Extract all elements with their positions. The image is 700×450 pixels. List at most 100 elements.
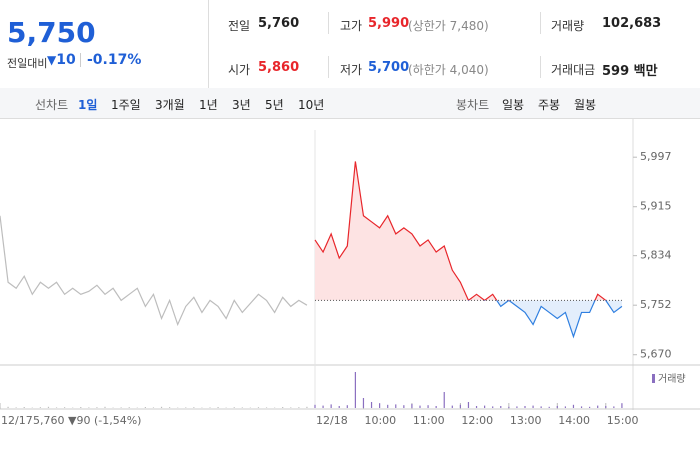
- volume-bar: [548, 406, 550, 408]
- x-tick-label: 12/18: [316, 414, 348, 427]
- volume-bar: [403, 405, 405, 408]
- divider: [540, 12, 541, 34]
- volume-bar: [362, 398, 365, 408]
- stat-label: 고가: [340, 19, 363, 33]
- volume-bar: [338, 406, 340, 408]
- volume-bar: [314, 404, 316, 408]
- stat-label: 시가: [228, 63, 251, 77]
- volume-bar: [209, 407, 211, 408]
- volume-bar: [379, 403, 381, 408]
- volume-bar: [265, 407, 268, 408]
- volume-bar: [556, 406, 558, 408]
- volume-bar: [88, 407, 90, 408]
- x-tick-label: 12:00: [461, 414, 493, 427]
- y-tick-label: 5,752: [640, 298, 672, 311]
- tab-bar: [0, 88, 700, 119]
- stat-value: 102,683: [602, 16, 662, 31]
- stat-note: (하한가 4,040): [408, 63, 489, 77]
- volume-bar: [169, 407, 171, 408]
- volume-bar: [387, 404, 389, 408]
- tab[interactable]: 1년: [199, 98, 218, 112]
- volume-bar: [613, 406, 615, 408]
- y-tick-label: 5,915: [640, 200, 672, 213]
- volume-bar: [451, 405, 453, 408]
- tab[interactable]: 10년: [298, 98, 325, 112]
- price-line-prev: [0, 215, 308, 327]
- stat-label: 저가: [340, 63, 363, 77]
- x-tick-label: 11:00: [413, 414, 445, 427]
- price-line-up: [314, 161, 607, 301]
- tab[interactable]: 월봉: [574, 98, 597, 112]
- volume-bar: [322, 405, 324, 408]
- volume-legend: 거래량: [658, 373, 686, 385]
- area-up: [315, 161, 606, 301]
- volume-bar: [564, 406, 566, 408]
- volume-bar: [185, 407, 187, 408]
- volume-bar: [605, 406, 607, 408]
- volume-bar: [435, 406, 437, 408]
- divider: [208, 0, 209, 88]
- volume-bar: [589, 406, 591, 408]
- volume-bar: [160, 406, 163, 408]
- volume-bar: [217, 407, 219, 408]
- price: 5,750: [7, 16, 96, 49]
- volume-bar: [330, 404, 332, 408]
- volume-bar: [104, 406, 106, 408]
- tab[interactable]: 1주일: [111, 98, 141, 112]
- volume-bar: [484, 405, 486, 408]
- volume-bar: [152, 407, 155, 408]
- volume-bar: [597, 405, 599, 408]
- volume-bar: [500, 406, 502, 408]
- volume-bar: [144, 407, 146, 408]
- volume-bar: [64, 407, 66, 408]
- tab[interactable]: 일봉: [502, 98, 525, 112]
- volume-bar: [580, 406, 583, 408]
- volume-bar: [96, 407, 98, 408]
- tab-group-label: 봉차트: [456, 98, 490, 112]
- divider: [80, 53, 81, 67]
- divider: [328, 56, 329, 78]
- volume-bar: [241, 407, 243, 408]
- volume-bar: [419, 405, 421, 408]
- stat-value: 5,860: [258, 60, 300, 75]
- volume-bar: [411, 404, 413, 408]
- volume-bar: [15, 407, 17, 408]
- volume-bar: [47, 406, 50, 408]
- tab[interactable]: 3년: [232, 98, 251, 112]
- volume-bar: [508, 406, 510, 408]
- price-line-down: [467, 300, 623, 339]
- volume-bar: [282, 407, 284, 408]
- stat-label: 거래대금: [551, 63, 596, 77]
- y-tick-label: 5,997: [640, 150, 672, 163]
- change-value: 10: [56, 52, 76, 68]
- stat-label: 거래량: [551, 19, 585, 33]
- tab[interactable]: 주봉: [538, 98, 561, 112]
- volume-bar: [532, 405, 534, 408]
- change-pct: -0.17%: [87, 52, 142, 68]
- y-tick-label: 5,670: [640, 348, 672, 361]
- volume-bar: [233, 407, 235, 408]
- stat-value: 5,760: [258, 16, 300, 31]
- volume-bar: [427, 405, 429, 408]
- volume-bar: [354, 372, 356, 408]
- volume-bar: [257, 407, 260, 408]
- prev-summary: 5,760 ▼90 (-1,54%): [33, 414, 141, 427]
- volume-bar: [290, 407, 292, 408]
- volume-bar: [346, 405, 348, 408]
- change: ▼10: [47, 52, 76, 68]
- volume-bar: [23, 407, 25, 408]
- volume-bar: [395, 404, 397, 408]
- tab[interactable]: 5년: [265, 98, 284, 112]
- volume-bar: [443, 392, 445, 408]
- y-tick-label: 5,834: [640, 249, 672, 262]
- divider: [328, 12, 329, 34]
- volume-bar: [7, 406, 9, 408]
- volume-bar: [475, 406, 478, 408]
- tab[interactable]: 3개월: [155, 98, 185, 112]
- change-label: 전일대비: [7, 57, 48, 70]
- volume-bar: [572, 404, 575, 408]
- tab[interactable]: 1일: [78, 98, 98, 112]
- volume-bar: [39, 407, 41, 408]
